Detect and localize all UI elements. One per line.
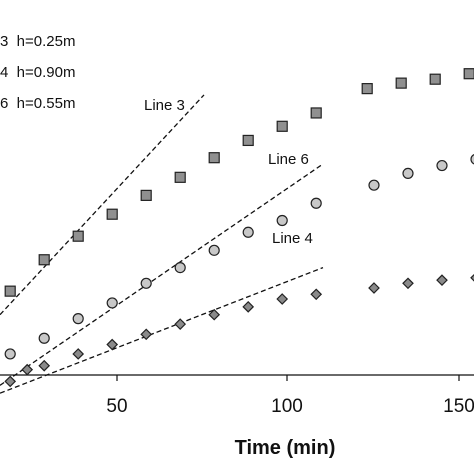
- data-point: [38, 332, 50, 344]
- series-circle: [4, 154, 474, 360]
- data-point: [310, 107, 322, 119]
- data-point: [242, 301, 255, 313]
- data-point: [4, 375, 17, 388]
- data-point: [208, 152, 220, 164]
- x-axis-ticks: 50 100 150: [106, 375, 474, 417]
- data-point: [429, 73, 441, 85]
- data-point: [72, 348, 85, 360]
- data-point: [140, 328, 153, 341]
- data-point: [174, 318, 187, 330]
- data-point: [106, 208, 118, 220]
- data-point: [436, 159, 448, 172]
- data-point: [140, 189, 152, 201]
- trend-annotation: Line 6: [268, 151, 309, 168]
- trend-annotation: Line 3: [144, 97, 185, 114]
- x-tick-label: 50: [106, 396, 127, 417]
- data-point: [4, 285, 16, 297]
- data-point: [140, 277, 152, 289]
- data-point: [242, 134, 254, 147]
- data-point: [436, 274, 448, 287]
- data-point: [174, 171, 186, 183]
- data-point: [361, 83, 373, 95]
- data-point: [21, 363, 34, 376]
- legend-entry: 4 h=0.90m: [0, 64, 75, 81]
- data-point: [72, 230, 84, 242]
- trend-annotation: Line 4: [272, 230, 313, 247]
- legend: 3 h=0.25m 4 h=0.90m 6 h=0.55m: [0, 33, 75, 112]
- x-tick-label: 100: [271, 396, 303, 417]
- data-point: [38, 254, 50, 266]
- data-point: [72, 313, 84, 325]
- data-point: [276, 293, 289, 305]
- data-point: [368, 179, 380, 191]
- data-point: [310, 288, 323, 301]
- data-point: [174, 262, 186, 274]
- series-square: [4, 68, 474, 297]
- data-point: [38, 359, 51, 372]
- legend-entry: 6 h=0.55m: [0, 95, 75, 112]
- x-axis-label: Time (min): [235, 437, 336, 459]
- data-point: [106, 297, 118, 309]
- trend-line-1: [0, 94, 205, 316]
- data-point: [208, 244, 220, 256]
- series-diamond: [4, 273, 474, 388]
- data-point: [242, 226, 254, 238]
- data-point: [463, 68, 474, 80]
- x-tick-label: 150: [443, 396, 474, 417]
- data-point: [276, 120, 288, 132]
- data-point: [106, 338, 119, 351]
- trend-line-3: [0, 266, 324, 394]
- data-point: [368, 282, 380, 294]
- data-point: [395, 77, 407, 89]
- data-point: [4, 348, 16, 360]
- data-point: [470, 273, 474, 282]
- data-points: [4, 68, 474, 388]
- data-point: [470, 154, 474, 165]
- trend-lines: Line 3 Line 6 Line 4: [0, 94, 324, 394]
- data-point: [310, 197, 322, 209]
- data-point: [402, 167, 414, 179]
- data-point: [208, 308, 221, 321]
- legend-entry: 3 h=0.25m: [0, 33, 75, 50]
- data-point: [276, 214, 288, 227]
- data-point: [402, 277, 414, 290]
- trend-line-2: [0, 163, 324, 386]
